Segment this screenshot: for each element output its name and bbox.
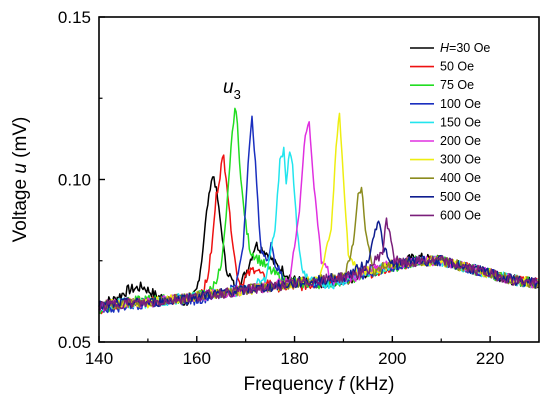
x-axis-label-prefix: Frequency (244, 374, 339, 395)
legend-label-6: 300 Oe (440, 153, 481, 167)
legend-label-2: 75 Oe (440, 78, 474, 92)
series-line-9 (98, 217, 540, 311)
x-axis-label-suffix: (kHz) (344, 374, 395, 395)
y-axis-label-var: u (10, 163, 31, 174)
x-tick-label-0: 140 (85, 349, 113, 368)
peak-annotation: u3 (223, 77, 241, 102)
y-axis-label: Voltage u (mV) (10, 117, 31, 243)
x-tick-label-2: 180 (280, 349, 308, 368)
legend-label-7: 400 Oe (440, 171, 481, 185)
legend-label-0: H=30 Oe (440, 41, 490, 55)
ticks-layer: 140 160 180 200 220 0.05 0.10 0.15 (58, 8, 504, 368)
series-line-7 (98, 186, 540, 310)
legend-label-5: 200 Oe (440, 134, 481, 148)
series-line-5 (98, 121, 540, 312)
peak-annotation-main: u (223, 77, 234, 98)
x-tick-label-4: 220 (476, 349, 504, 368)
legend: H=30 Oe 50 Oe 75 Oe 100 Oe 150 Oe 200 Oe 300 O… (410, 41, 490, 222)
y-tick-label-0: 0.05 (58, 333, 91, 352)
legend-label-9: 600 Oe (440, 208, 481, 222)
legend-label-8: 500 Oe (440, 190, 481, 204)
x-axis-label-var: f (339, 374, 346, 395)
peak-annotation-sub: 3 (234, 87, 241, 102)
legend-label-1: 50 Oe (440, 60, 474, 74)
x-axis-label: Frequency f (kHz) (244, 374, 395, 395)
x-tick-label-3: 200 (378, 349, 406, 368)
y-tick-label-1: 0.10 (58, 171, 91, 190)
y-axis-label-prefix: Voltage (10, 174, 31, 243)
y-tick-label-2: 0.15 (58, 8, 91, 27)
legend-label-4: 150 Oe (440, 115, 481, 129)
y-axis-label-suffix: (mV) (10, 117, 31, 163)
series-layer (98, 107, 540, 315)
series-line-8 (98, 220, 540, 310)
x-tick-label-1: 160 (183, 349, 211, 368)
legend-label-3: 100 Oe (440, 97, 481, 111)
